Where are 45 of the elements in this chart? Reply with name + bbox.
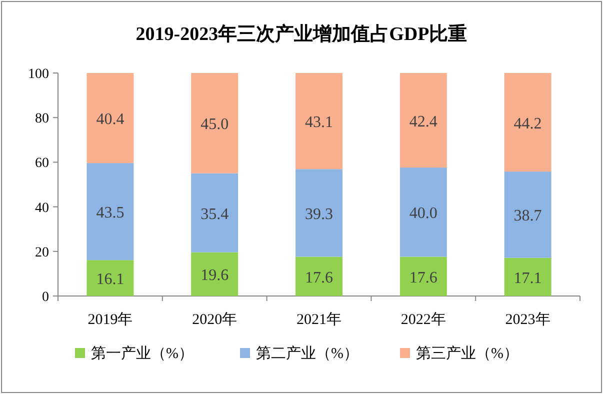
data-label: 40.0 [409, 205, 438, 222]
bar [400, 73, 447, 168]
bar [191, 252, 238, 296]
data-label: 43.5 [96, 204, 124, 222]
data-label: 35.4 [200, 206, 229, 223]
data-label: 17.1 [514, 270, 542, 287]
y-tick-label: 100 [28, 67, 49, 82]
bar [504, 73, 552, 172]
chart-title: 2019-2023年三次产业增加值占GDP比重 [136, 23, 468, 45]
data-label: 45.0 [200, 116, 229, 134]
legend-label: 第二产业（%） [256, 345, 358, 362]
data-label: 40.4 [96, 111, 124, 128]
bar [296, 169, 342, 257]
y-tick-label: 80 [35, 112, 49, 127]
legend-label: 第一产业（%） [91, 345, 194, 362]
bar [504, 258, 552, 296]
x-tick-label: 2022年 [400, 311, 446, 328]
bar [86, 73, 134, 164]
bar [296, 256, 342, 296]
y-tick-label: 0 [42, 290, 49, 305]
data-label: 43.1 [305, 114, 333, 132]
y-tick-label: 60 [35, 156, 49, 172]
bar [191, 73, 238, 174]
x-tick-label: 2019年 [88, 311, 133, 328]
bar [296, 73, 342, 170]
x-tick-label: 2021年 [296, 311, 342, 328]
bar [400, 168, 447, 257]
x-tick-label: 2020年 [192, 311, 238, 328]
bar [86, 260, 134, 296]
x-tick-label: 2023年 [505, 311, 550, 328]
bar [86, 163, 134, 260]
data-label: 39.3 [305, 206, 333, 223]
y-tick-label: 40 [35, 200, 49, 216]
bar [504, 172, 552, 258]
y-tick-label: 20 [35, 245, 49, 260]
data-label: 38.7 [514, 208, 542, 225]
data-label: 19.6 [200, 267, 229, 284]
data-label: 16.1 [96, 271, 124, 288]
bar [191, 173, 238, 252]
data-label: 42.4 [409, 113, 438, 130]
data-label: 17.6 [305, 269, 333, 286]
legend-label: 第三产业（%） [416, 345, 518, 362]
data-label: 44.2 [514, 115, 542, 132]
data-label: 17.6 [409, 269, 438, 286]
bar [400, 256, 447, 296]
